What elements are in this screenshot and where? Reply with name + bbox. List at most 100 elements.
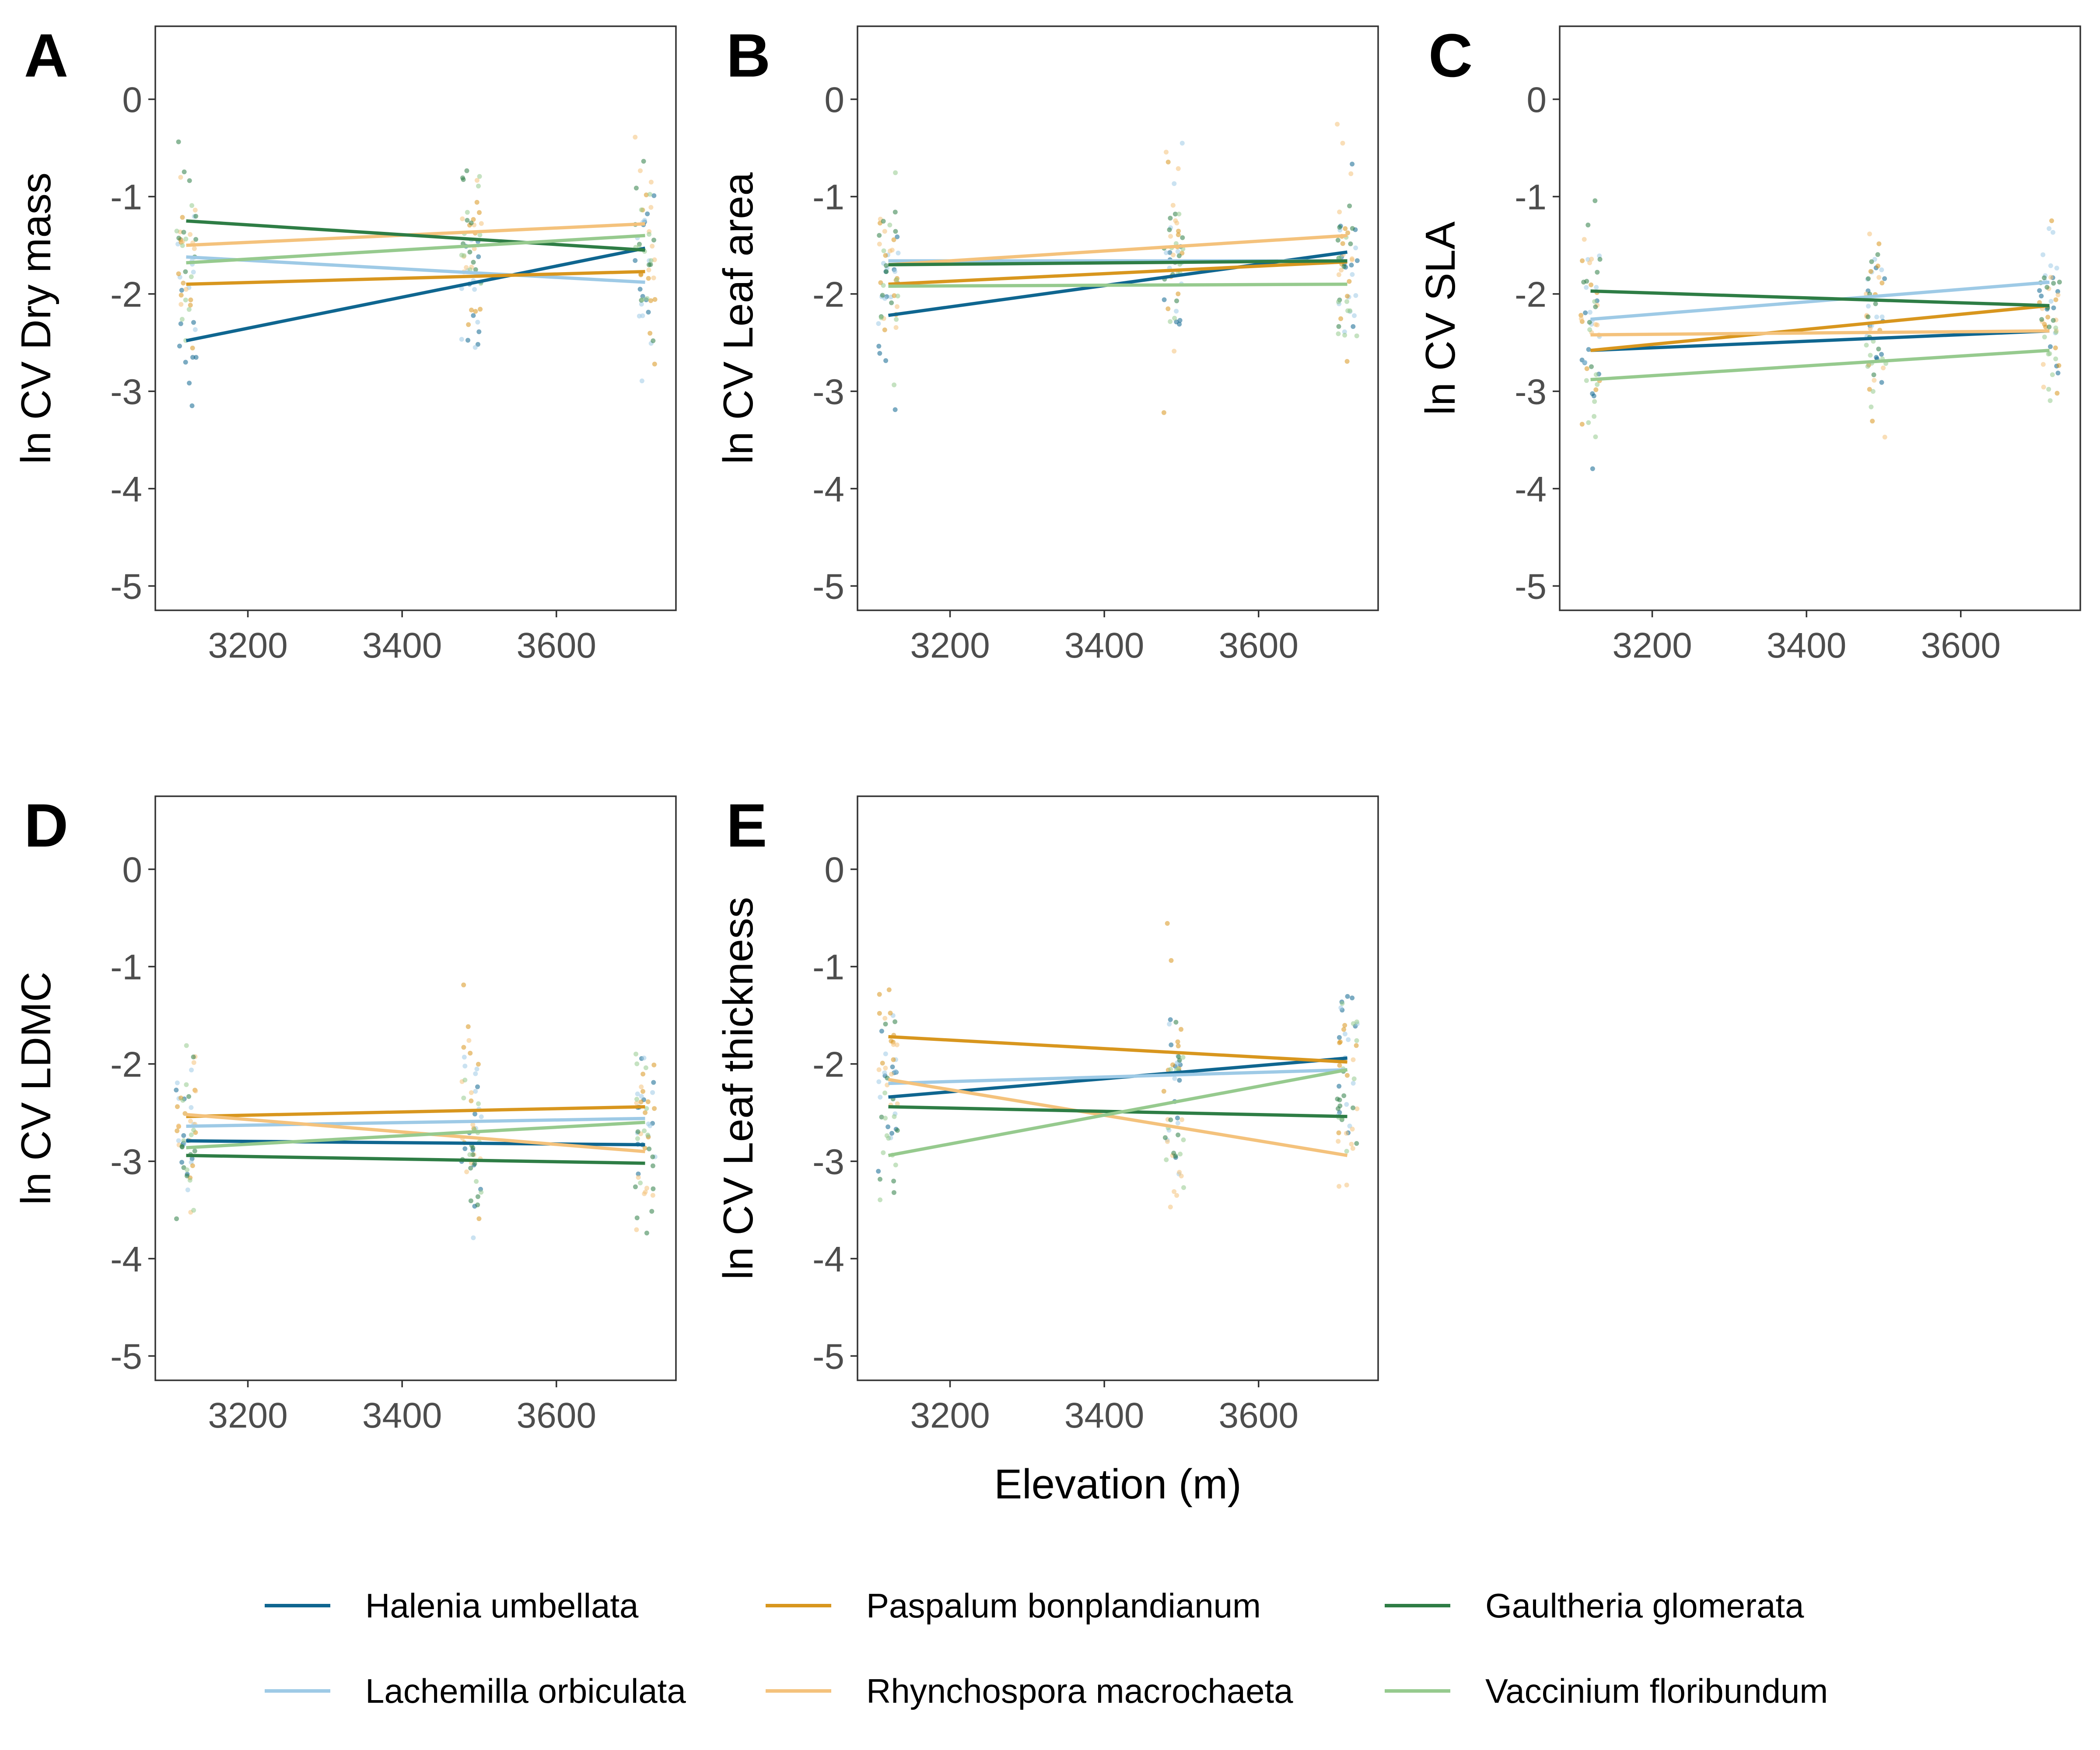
data-point — [1866, 276, 1871, 281]
panel-a: 0 -1 -2 -3 -4 -5 3200 3400 3600 ln CV Dry mass A — [13, 21, 677, 665]
data-point — [883, 1022, 888, 1027]
data-point — [2056, 363, 2062, 368]
trend-line-rhynchospora-macrochaeta — [1590, 329, 2050, 337]
data-point — [1180, 1055, 1186, 1060]
data-point — [2048, 275, 2054, 280]
data-point — [2055, 371, 2061, 376]
data-point — [476, 1216, 482, 1222]
data-point — [472, 345, 478, 350]
data-point — [634, 1100, 639, 1106]
data-point — [1336, 331, 1341, 336]
y-tick-label: 0 — [824, 80, 844, 120]
data-point — [1868, 269, 1873, 274]
data-point — [1349, 1141, 1354, 1147]
data-point — [877, 242, 882, 247]
data-point — [1350, 161, 1355, 167]
data-point — [1350, 272, 1355, 277]
panels: 0 -1 -2 -3 -4 -5 3200 3400 3600 ln CV Dry mass A 0 -… — [13, 21, 2081, 1508]
data-point — [877, 1011, 882, 1016]
data-point — [473, 1089, 478, 1094]
data-point — [640, 313, 645, 318]
data-point — [1175, 1067, 1180, 1071]
x-tick-label: 3400 — [362, 1396, 442, 1435]
data-point — [1175, 1039, 1180, 1044]
data-point — [1165, 1139, 1170, 1144]
data-point — [645, 1132, 651, 1138]
y-tick-label: -5 — [812, 1337, 844, 1376]
data-point — [1866, 314, 1871, 319]
data-point — [1351, 1105, 1355, 1110]
data-point — [1879, 380, 1884, 385]
data-point — [2039, 317, 2044, 322]
data-point — [479, 1114, 484, 1120]
data-point — [466, 338, 470, 343]
data-point — [1870, 389, 1876, 394]
data-point — [647, 1146, 652, 1152]
trend-line-halenia-umbellata — [186, 246, 646, 343]
data-point — [652, 361, 657, 367]
data-point — [460, 216, 465, 221]
data-point — [1336, 272, 1341, 277]
data-point — [650, 1193, 655, 1198]
data-point — [191, 270, 196, 275]
data-point — [1587, 260, 1592, 266]
data-point — [883, 1116, 888, 1121]
data-point — [1175, 1115, 1180, 1120]
y-tick-label: -5 — [812, 567, 844, 606]
data-point — [474, 1179, 479, 1184]
data-point — [1167, 227, 1172, 232]
data-point — [891, 1179, 896, 1184]
data-point — [883, 1051, 888, 1057]
data-point — [646, 267, 651, 273]
data-point — [2044, 285, 2050, 290]
x-tick-label: 3600 — [517, 626, 596, 665]
data-point — [1353, 293, 1358, 298]
y-axis-title: ln CV Leaf thickness — [715, 897, 762, 1280]
data-point — [1335, 238, 1340, 243]
data-point — [1593, 372, 1599, 377]
y-tick-label: -4 — [110, 469, 142, 509]
data-point — [881, 1150, 886, 1155]
data-point — [1176, 166, 1181, 171]
data-point — [1589, 282, 1594, 287]
data-point — [1161, 410, 1166, 415]
data-point — [1868, 326, 1873, 331]
data-point — [1882, 434, 1887, 440]
data-point — [471, 217, 476, 222]
data-point — [1593, 434, 1598, 439]
data-point — [1582, 237, 1587, 242]
trend-line-paspalum-bonplandianum — [1590, 304, 2050, 352]
data-point — [476, 183, 481, 189]
y-tick-label: -2 — [812, 1045, 844, 1085]
data-point — [644, 1230, 649, 1236]
panel-border — [1559, 25, 2081, 611]
y-tick-label: -5 — [110, 567, 142, 606]
data-point — [1583, 310, 1588, 315]
data-point — [1172, 1189, 1177, 1194]
data-point — [634, 1051, 638, 1057]
trend-line-paspalum-bonplandianum — [186, 1105, 645, 1118]
data-point — [192, 1148, 197, 1154]
data-point — [1335, 122, 1340, 127]
data-point — [1340, 140, 1345, 146]
data-point — [1592, 198, 1598, 203]
data-point — [2049, 218, 2054, 224]
data-point — [644, 296, 650, 301]
data-point — [476, 1062, 481, 1067]
data-point — [1337, 210, 1342, 214]
data-point — [1337, 1040, 1342, 1045]
data-point — [178, 293, 184, 298]
data-point — [651, 275, 656, 280]
panel-d: 0 -1 -2 -3 -4 -5 3200 3400 3600 ln CV LDMC D — [13, 791, 677, 1435]
data-point — [191, 1054, 196, 1060]
legend-label: Lachemilla orbiculata — [365, 1672, 686, 1710]
data-point — [893, 1069, 898, 1074]
data-point — [1349, 262, 1354, 268]
panel-label: C — [1428, 21, 1473, 90]
data-point — [634, 1097, 639, 1102]
data-point — [181, 1138, 186, 1143]
data-point — [1180, 1117, 1184, 1122]
data-point — [1873, 301, 1878, 306]
data-point — [476, 254, 481, 259]
legend-item: Rhynchospora macrochaeta — [766, 1672, 1293, 1710]
